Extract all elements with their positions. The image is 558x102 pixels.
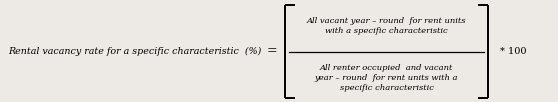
Text: * 100: * 100 [500,47,527,55]
Text: All vacant year – round  for rent units
with a specific characteristic: All vacant year – round for rent units w… [307,17,466,35]
Text: All renter occupied  and vacant
year – round  for rent units with a
specific cha: All renter occupied and vacant year – ro… [315,64,458,92]
Text: Rental vacancy rate for a specific characteristic  (%): Rental vacancy rate for a specific chara… [8,46,261,56]
Text: =: = [267,44,277,58]
